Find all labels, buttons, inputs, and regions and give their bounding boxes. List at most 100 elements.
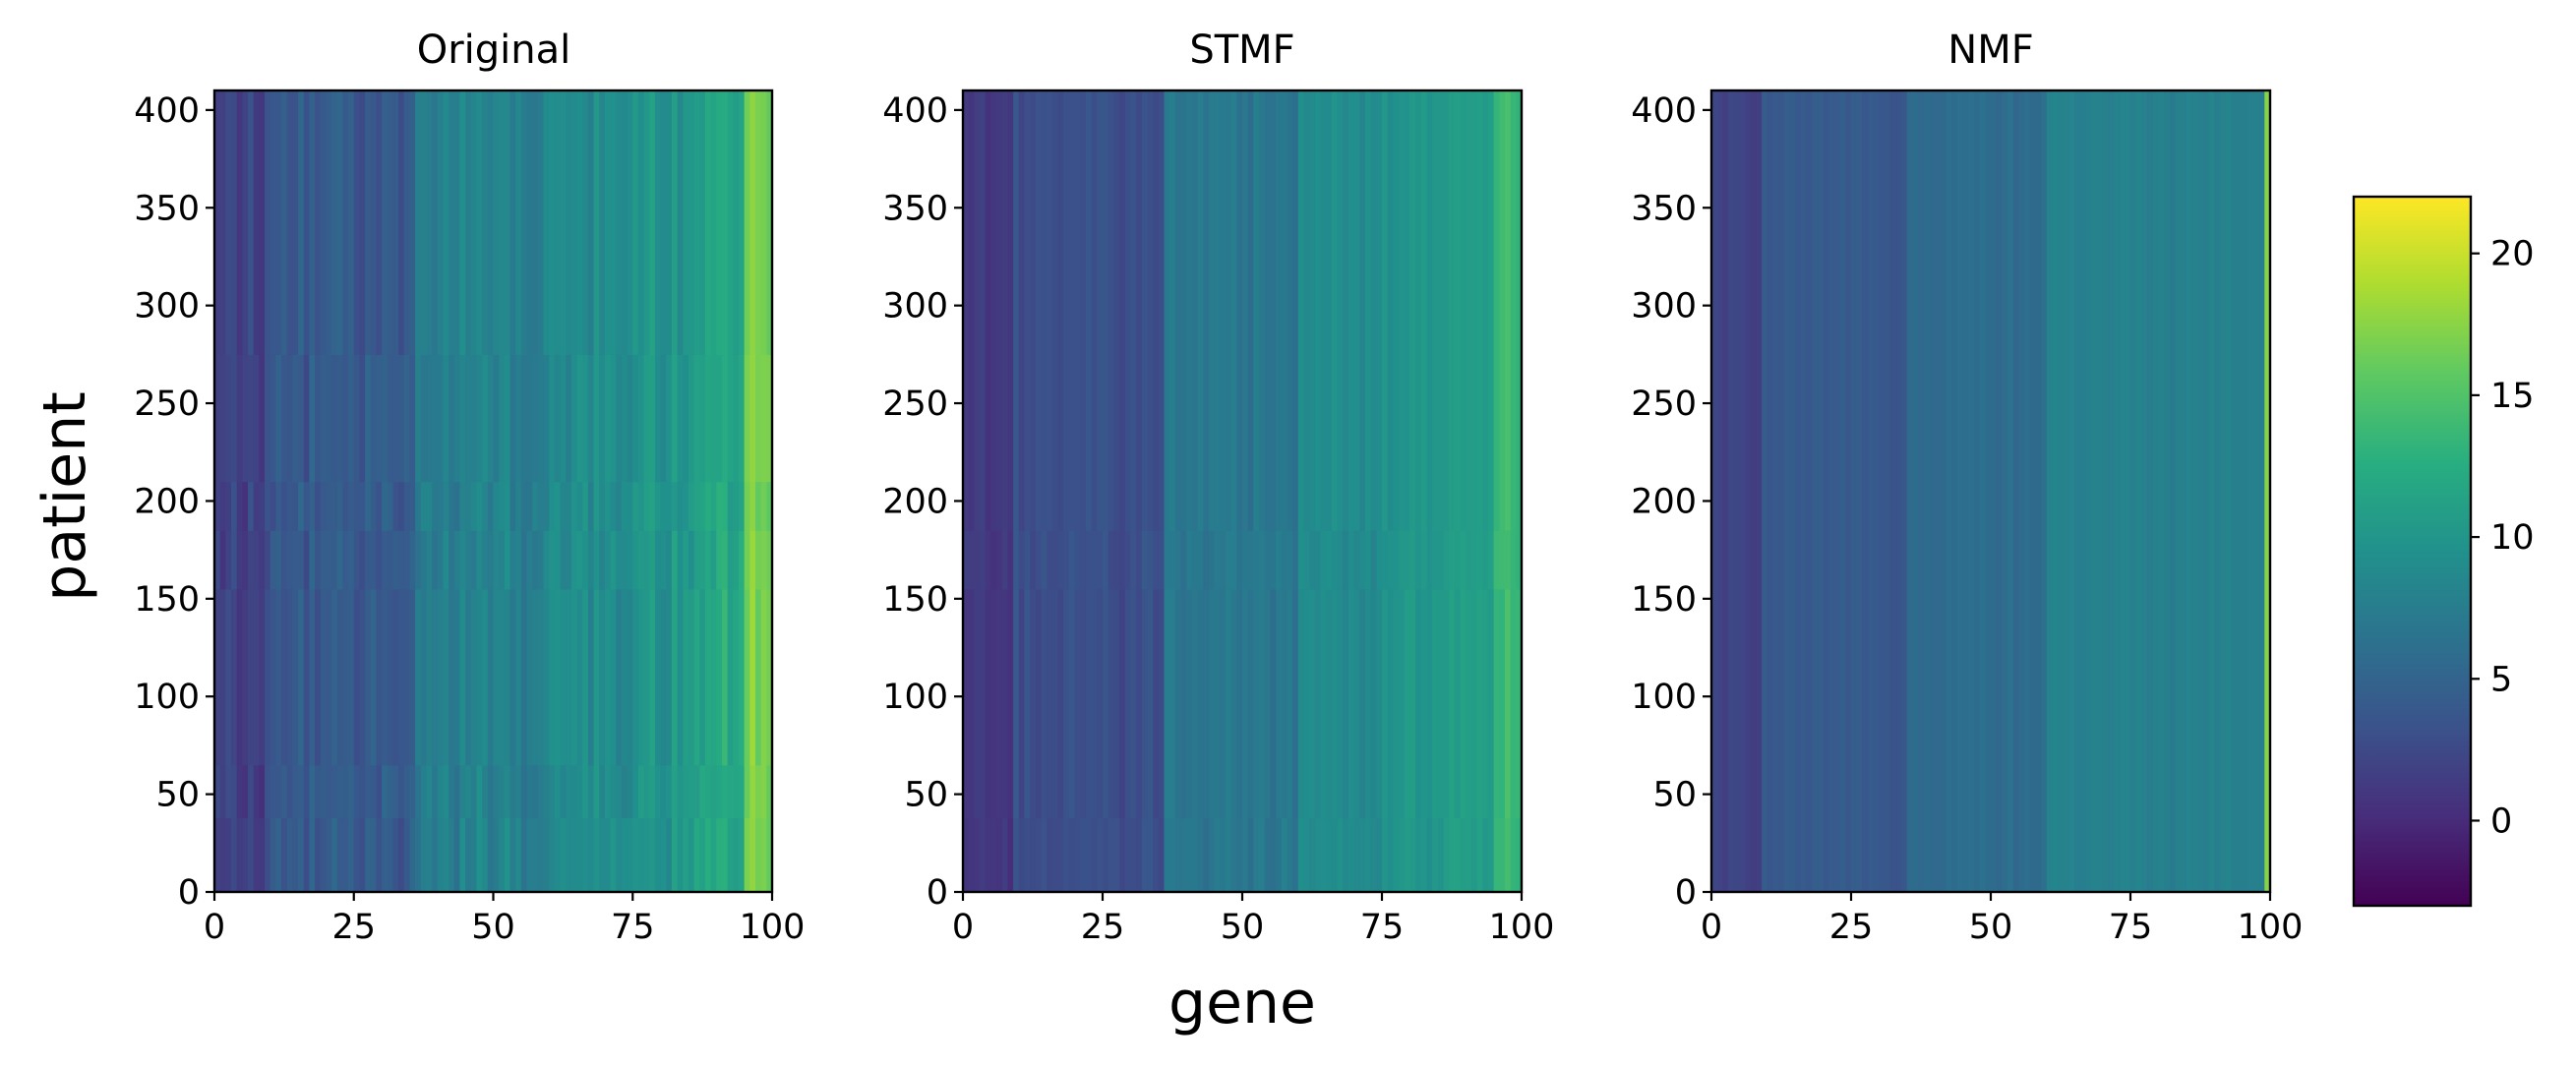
heatmap-cell [1951,90,1958,893]
heatmap-cell [259,764,266,819]
heatmap-cell [1426,90,1433,531]
heatmap-cell [253,530,260,590]
heatmap-cell [493,90,500,355]
heatmap-cell [1141,90,1149,531]
heatmap-cell [1136,530,1143,590]
heatmap-cell [1013,588,1020,819]
heatmap-cell [1281,588,1288,819]
heatmap-cell [1376,588,1383,819]
heatmap-cell [754,354,762,483]
heatmap-cell [963,530,970,590]
heatmap-cell [643,481,650,531]
heatmap-cell [376,764,383,819]
heatmap-cell [766,90,773,355]
heatmap-cell [1225,817,1232,893]
heatmap-cell [426,588,433,766]
heatmap-cell [1314,588,1322,819]
heatmap-cell [1722,90,1729,893]
heatmap-cell [1214,588,1221,819]
heatmap-cell [1253,90,1260,531]
heatmap-cell [449,588,455,766]
heatmap-cell [704,90,712,355]
heatmap-cell [275,588,282,766]
heatmap-cell [309,354,316,483]
heatmap-cell [387,764,394,819]
heatmap-cell [236,588,243,766]
heatmap-cell [1343,588,1349,819]
heatmap-cell [604,764,612,819]
heatmap-cell [1320,817,1327,893]
heatmap-cell [292,764,299,819]
heatmap-cell [604,354,612,483]
heatmap-cell [1292,530,1299,590]
heatmap-cell [532,817,539,893]
heatmap-cell [365,530,372,590]
heatmap-cell [259,530,266,590]
heatmap-cell [760,481,767,531]
heatmap-cell [370,90,378,355]
heatmap-cell [604,90,612,355]
heatmap-cell [996,588,1003,819]
heatmap-cell [504,354,511,483]
heatmap-cell [365,354,372,483]
heatmap-cell [1337,817,1344,893]
heatmap-cell [236,530,243,590]
heatmap-cell [671,588,679,766]
heatmap-cell [275,481,282,531]
heatmap-cell [1973,90,1981,893]
colorbar-frame [2352,195,2473,908]
heatmap-cell [1225,530,1232,590]
heatmap-cell [1276,817,1283,893]
heatmap-cell [331,530,338,590]
heatmap-cell [1393,588,1400,819]
heatmap-cell [1348,530,1355,590]
heatmap-cell [754,817,762,893]
heatmap-cell [1108,588,1114,819]
heatmap-cell [270,481,276,531]
heatmap-cell [649,817,656,893]
heatmap-cell [532,354,539,483]
x-tick-label: 100 [1489,908,1555,947]
heatmap-cell [632,530,639,590]
heatmap-cell [1276,588,1283,819]
heatmap-cell [1996,90,2003,893]
heatmap-cell [365,481,372,531]
heatmap-cell [1085,817,1093,893]
heatmap-cell [1762,90,1768,893]
x-tick-label: 50 [471,908,515,947]
heatmap-cell [459,530,466,590]
heatmap-cell [392,764,399,819]
heatmap-cell [1153,588,1160,819]
heatmap-cell [342,764,349,819]
heatmap-cell [449,90,455,355]
heatmap-cell [520,817,528,893]
heatmap-cell [219,530,226,590]
heatmap-cell [2169,90,2177,893]
heatmap-cell [1164,817,1170,893]
heatmap-cell [532,588,539,766]
heatmap-cell [1158,530,1166,590]
heatmap-cell [727,817,734,893]
heatmap-cell [704,588,712,766]
heatmap-cell [1309,817,1316,893]
heatmap-cell [476,90,483,355]
heatmap-cell [499,588,506,766]
heatmap-cell [219,481,226,531]
heatmap-cell [683,481,689,531]
y-ticks-stmf: 0 50 100 150 200 250 300 350 400 [882,91,963,913]
heatmap-cell [487,90,495,355]
heatmap-cell [2202,90,2210,893]
heatmap-cell [593,354,600,483]
heatmap-cell [980,530,987,590]
heatmap-cell [710,764,717,819]
heatmap-cell [437,817,445,893]
heatmap-cell [1516,817,1523,893]
heatmap-cell [415,530,422,590]
heatmap-cell [610,481,617,531]
heatmap-cell [671,530,679,590]
heatmap-cell [326,817,332,893]
heatmap-cell [303,530,310,590]
heatmap-cell [1030,588,1037,819]
heatmap-cell [1353,530,1360,590]
y-tick-label: 50 [904,776,948,815]
